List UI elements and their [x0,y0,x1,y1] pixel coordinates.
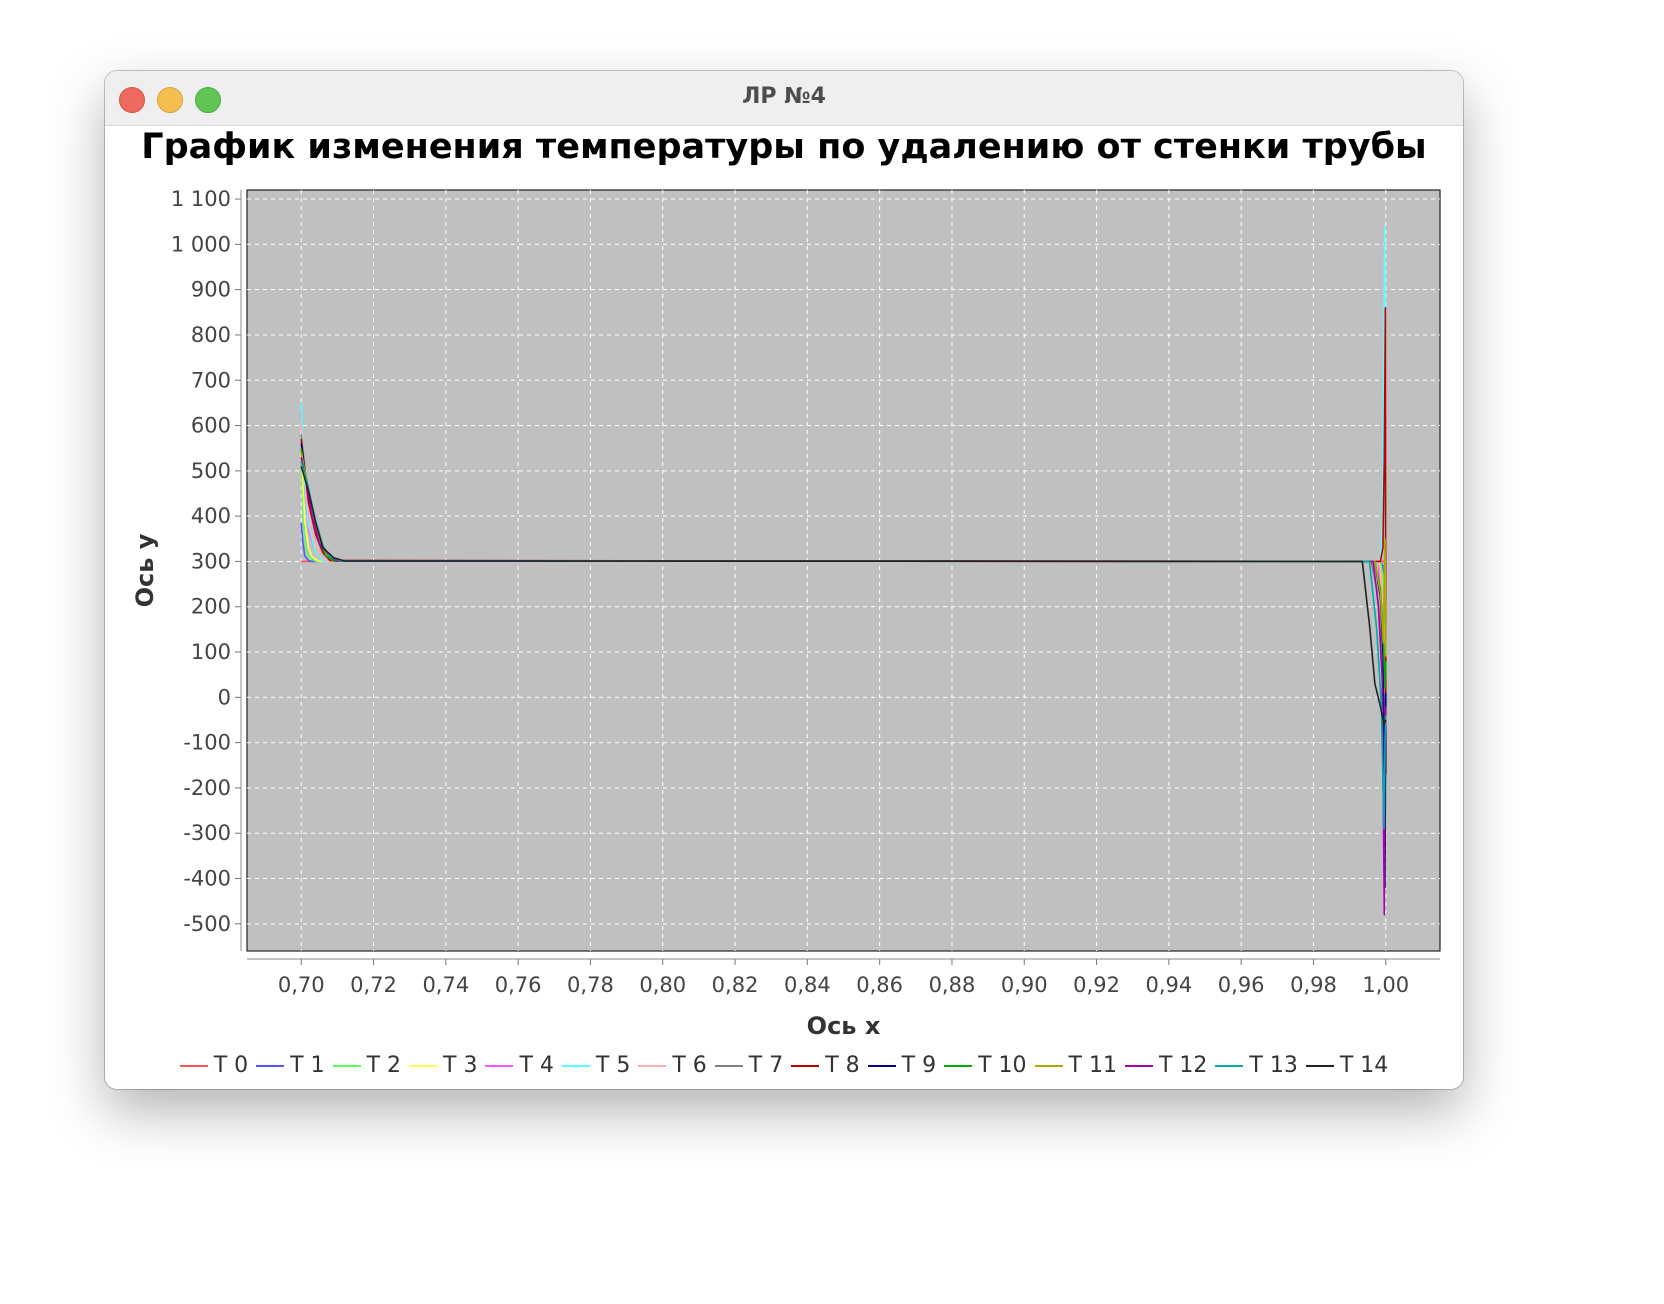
series-lines [300,225,1387,916]
legend-label: T 7 [748,1053,784,1078]
legend-item: T 3 [409,1053,477,1078]
y-tick-label: 600 [191,414,231,438]
y-tick-label: 700 [191,368,231,392]
y-tick-label: -100 [183,731,231,755]
legend-item: T 13 [1215,1053,1298,1078]
x-tick-label: 0,86 [856,973,903,997]
legend-item: T 14 [1305,1053,1389,1078]
x-tick-label: 1,00 [1362,973,1409,997]
x-tick-label: 0,82 [712,973,759,997]
legend-item: T 6 [638,1053,707,1078]
x-tick-label: 0,98 [1290,973,1337,997]
window-title: ЛР №4 [742,84,826,109]
close-window-button[interactable] [119,87,145,113]
x-tick-label: 0,84 [784,973,831,997]
x-tick-label: 0,78 [567,973,614,997]
x-tick-label: 0,72 [350,973,397,997]
plot-area [246,189,1441,952]
legend-label: T 11 [1068,1053,1117,1078]
grid [246,189,1441,952]
y-tick-label: 400 [191,504,231,528]
legend-label: T 2 [366,1053,402,1078]
y-tick-label: 200 [191,595,231,619]
legend-swatch [944,1065,973,1067]
legend-swatch [1034,1065,1063,1067]
x-tick-label: 0,92 [1073,973,1120,997]
y-tick-label: -200 [183,776,231,800]
y-tick-label: 1 100 [171,187,231,211]
legend-item: T 2 [332,1053,402,1078]
legend-item: T 7 [714,1053,784,1078]
legend-swatch [409,1065,438,1067]
legend-item: T 8 [791,1053,860,1078]
y-tick-label: -500 [183,912,231,936]
maximize-window-button[interactable] [195,87,221,113]
legend-label: T 1 [290,1053,325,1078]
legend-label: T 4 [519,1053,554,1078]
y-tick-label: 0 [218,685,231,709]
legend-label: T 14 [1339,1053,1389,1078]
y-tick-label: 500 [191,459,231,483]
legend-swatch [638,1065,667,1067]
series-line-14 [300,466,1387,726]
x-tick-label: 0,70 [278,973,325,997]
x-tick-label: 0,96 [1218,973,1265,997]
x-axis-label: Ось x [807,1012,881,1040]
y-tick-label: 800 [191,323,231,347]
legend-swatch [256,1065,285,1067]
x-tick-label: 0,90 [1001,973,1048,997]
y-tick-label: -400 [183,867,231,891]
y-tick-label: 1 000 [171,232,231,256]
y-tick-label: 900 [191,278,231,302]
legend-label: T 9 [901,1053,937,1078]
legend-item: T 11 [1034,1053,1117,1078]
legend-swatch [179,1065,208,1067]
x-tick-label: 0,76 [495,973,542,997]
legend-item: T 12 [1124,1053,1208,1078]
legend-swatch [1215,1065,1244,1067]
x-tick-label: 0,74 [422,973,469,997]
legend-label: T 10 [978,1053,1027,1078]
legend-label: T 12 [1158,1053,1208,1078]
legend-label: T 8 [825,1053,860,1078]
y-tick-label: 100 [191,640,231,664]
legend-item: T 0 [179,1053,249,1078]
legend-swatch [867,1065,896,1067]
y-tick-label: -300 [183,821,231,845]
legend-swatch [485,1065,514,1067]
legend-label: T 3 [443,1053,478,1078]
legend-item: T 10 [944,1053,1027,1078]
app-window: ЛР №4 График изменения температуры по уд… [105,71,1463,1089]
legend-label: T 6 [672,1053,707,1078]
legend-swatch [561,1065,590,1067]
legend-label: T 13 [1249,1053,1298,1078]
x-tick-label: 0,94 [1145,973,1192,997]
legend-swatch [714,1065,743,1067]
legend: T 0 T 1 T 2 T 3 T 4 T 5 T 6 T 7 T 8 T 9 T 10 T 11 T … [105,1053,1463,1078]
legend-swatch [1305,1065,1334,1067]
minimize-window-button[interactable] [157,87,183,113]
legend-item: T 5 [561,1053,631,1078]
chart-title: График изменения температуры по удалению… [141,127,1427,167]
legend-label: T 5 [595,1053,631,1078]
legend-item: T 4 [485,1053,554,1078]
legend-item: T 9 [867,1053,937,1078]
title-bar[interactable]: ЛР №4 [105,71,1463,126]
x-tick-label: 0,88 [929,973,976,997]
legend-swatch [332,1065,361,1067]
y-tick-label: 300 [191,549,231,573]
legend-item: T 1 [256,1053,325,1078]
legend-swatch [1124,1065,1153,1067]
y-axis-label: Ось y [131,533,159,607]
legend-label: T 0 [213,1053,249,1078]
legend-swatch [791,1065,820,1067]
x-tick-label: 0,80 [639,973,686,997]
